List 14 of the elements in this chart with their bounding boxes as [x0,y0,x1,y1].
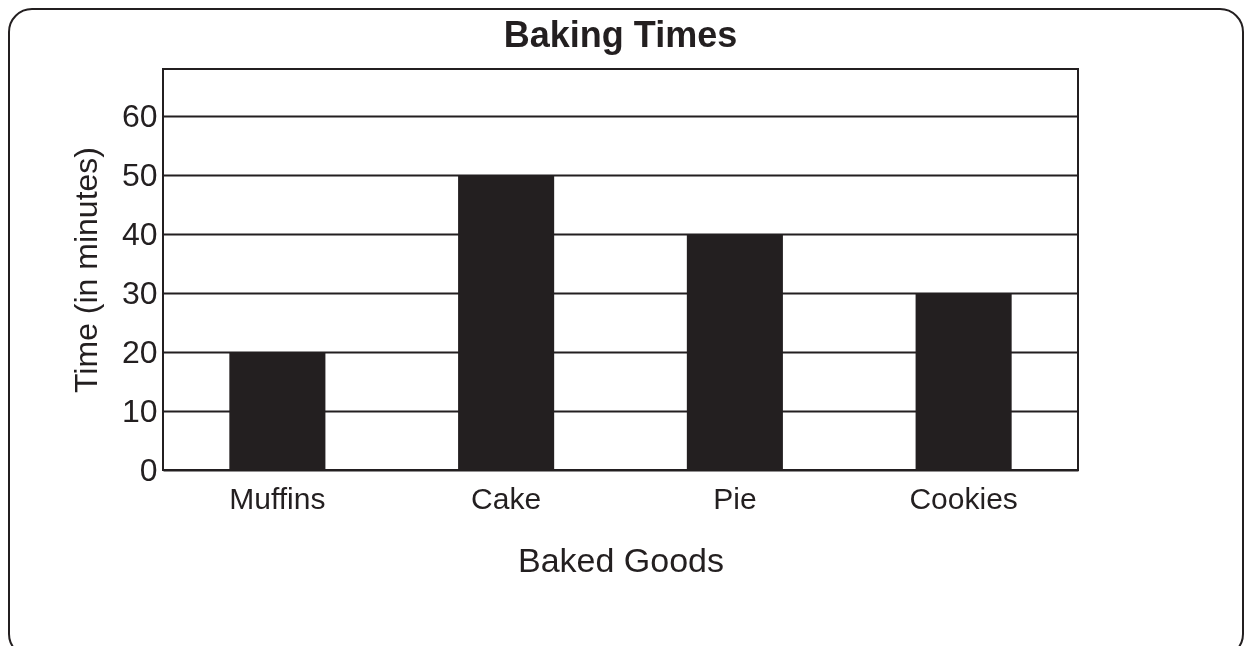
x-tick-label: Cake [471,481,542,515]
y-tick-label: 30 [121,274,158,311]
y-tick-label: 20 [121,333,158,370]
x-axis-title: Baked Goods [517,540,725,579]
y-tick-label: 40 [121,215,158,252]
x-tick-label: Cookies [909,481,1018,515]
x-tick-label: Muffins [229,481,326,515]
chart-title: Baking Times [503,14,738,55]
y-tick-label: 0 [139,451,158,488]
y-tick-label: 60 [121,97,158,134]
x-tick-label: Pie [713,481,757,515]
y-tick-label: 10 [121,392,158,429]
y-axis-title: Time (in minutes) [67,147,104,393]
y-tick-label: 50 [121,156,158,193]
